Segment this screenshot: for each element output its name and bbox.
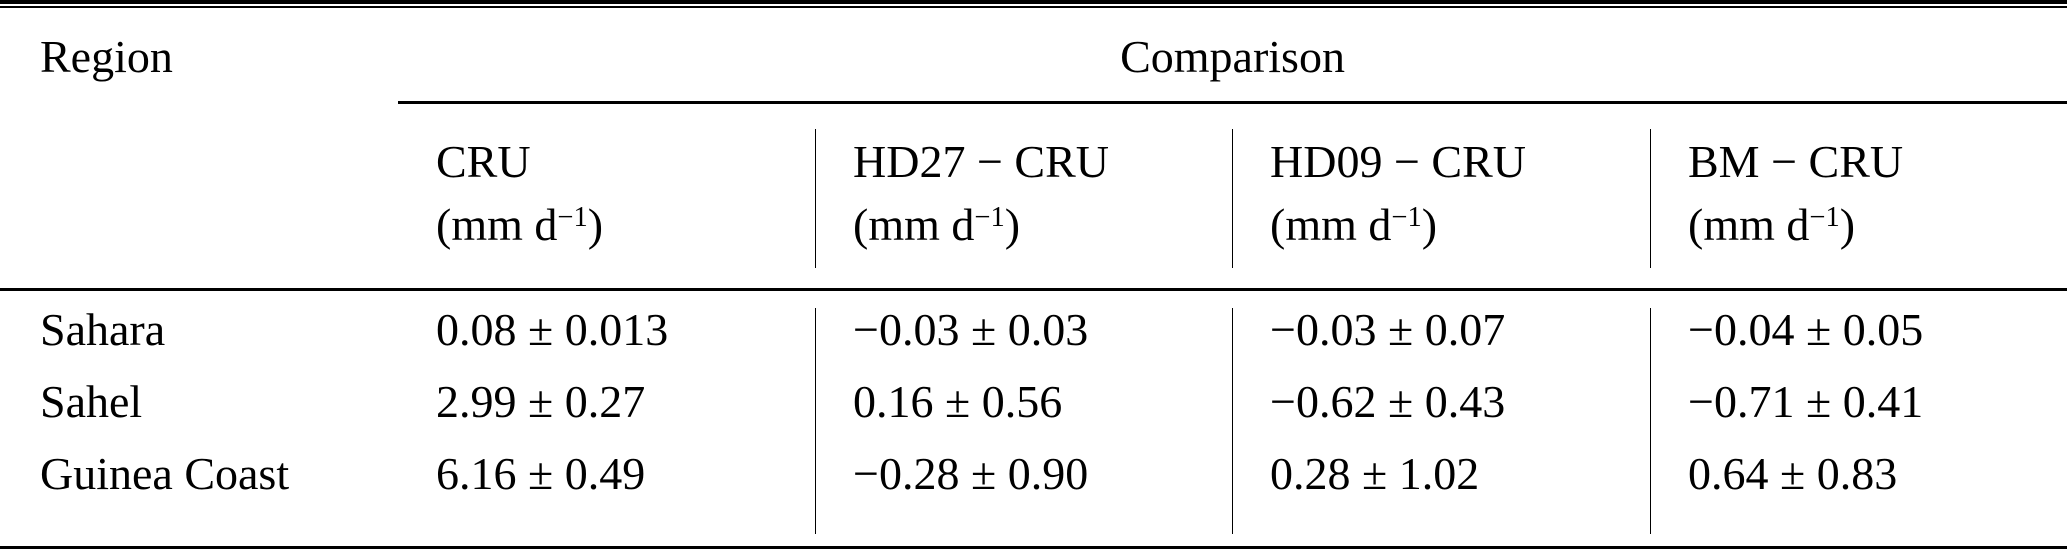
value-cell-hd09: −0.62 ± 0.43: [1232, 366, 1650, 438]
value-cell-hd09: −0.03 ± 0.07: [1232, 287, 1650, 366]
unit-exponent: −1: [557, 201, 588, 233]
unit-exponent: −1: [974, 201, 1005, 233]
value-cell-hd09: 0.28 ± 1.02: [1232, 438, 1650, 546]
bottom-rule: [0, 546, 2067, 549]
value-cell-hd27: 0.16 ± 0.56: [815, 366, 1232, 438]
unit-exponent: −1: [1809, 201, 1840, 233]
region-cell: Sahara: [0, 287, 398, 366]
value-cell-bm: −0.04 ± 0.05: [1650, 287, 2067, 366]
column-unit: (mm d−1): [1270, 198, 1438, 250]
column-name: BM − CRU: [1688, 135, 1904, 187]
table-row-sahel: Sahel 2.99 ± 0.27 0.16 ± 0.56 −0.62 ± 0.…: [0, 366, 2067, 438]
value-cell-bm: 0.64 ± 0.83: [1650, 438, 2067, 546]
column-name: CRU: [436, 135, 531, 187]
comparison-header-cell: Comparison: [398, 8, 2067, 104]
value-cell-hd27: −0.28 ± 0.90: [815, 438, 1232, 546]
table-row-sahara: Sahara 0.08 ± 0.013 −0.03 ± 0.03 −0.03 ±…: [0, 287, 2067, 366]
comparison-header-label: Comparison: [1120, 31, 1345, 82]
column-unit: (mm d−1): [853, 198, 1021, 250]
column-header-hd09-minus-cru: HD09 − CRU (mm d−1): [1232, 102, 1650, 289]
value-cell-bm: −0.71 ± 0.41: [1650, 366, 2067, 438]
column-name: HD09 − CRU: [1270, 135, 1526, 187]
region-header-cell: Region: [0, 8, 398, 289]
top-rule: [0, 0, 2067, 8]
value-cell-hd27: −0.03 ± 0.03: [815, 287, 1232, 366]
column-header-hd27-minus-cru: HD27 − CRU (mm d−1): [815, 102, 1232, 289]
comparison-table: Region Comparison CRU (mm d−1) HD27 − CR…: [0, 8, 2067, 546]
table-row-guinea-coast: Guinea Coast 6.16 ± 0.49 −0.28 ± 0.90 0.…: [0, 438, 2067, 546]
column-unit: (mm d−1): [436, 198, 604, 250]
header-row: Region Comparison: [0, 8, 2067, 104]
region-cell: Guinea Coast: [40, 448, 290, 499]
column-name: HD27 − CRU: [853, 135, 1109, 187]
value-cell-cru: 0.08 ± 0.013: [398, 287, 815, 366]
column-unit: (mm d−1): [1688, 198, 1856, 250]
column-header-cru: CRU (mm d−1): [398, 102, 815, 289]
value-cell-cru: 6.16 ± 0.49: [436, 448, 646, 499]
column-header-bm-minus-cru: BM − CRU (mm d−1): [1650, 102, 2067, 289]
unit-exponent: −1: [1391, 201, 1422, 233]
value-cell-cru: 2.99 ± 0.27: [436, 376, 646, 427]
region-cell: Sahel: [40, 376, 143, 427]
region-header-label: Region: [40, 31, 173, 82]
column-header-row: CRU (mm d−1) HD27 − CRU (mm d−1) HD09 − …: [0, 102, 2067, 289]
